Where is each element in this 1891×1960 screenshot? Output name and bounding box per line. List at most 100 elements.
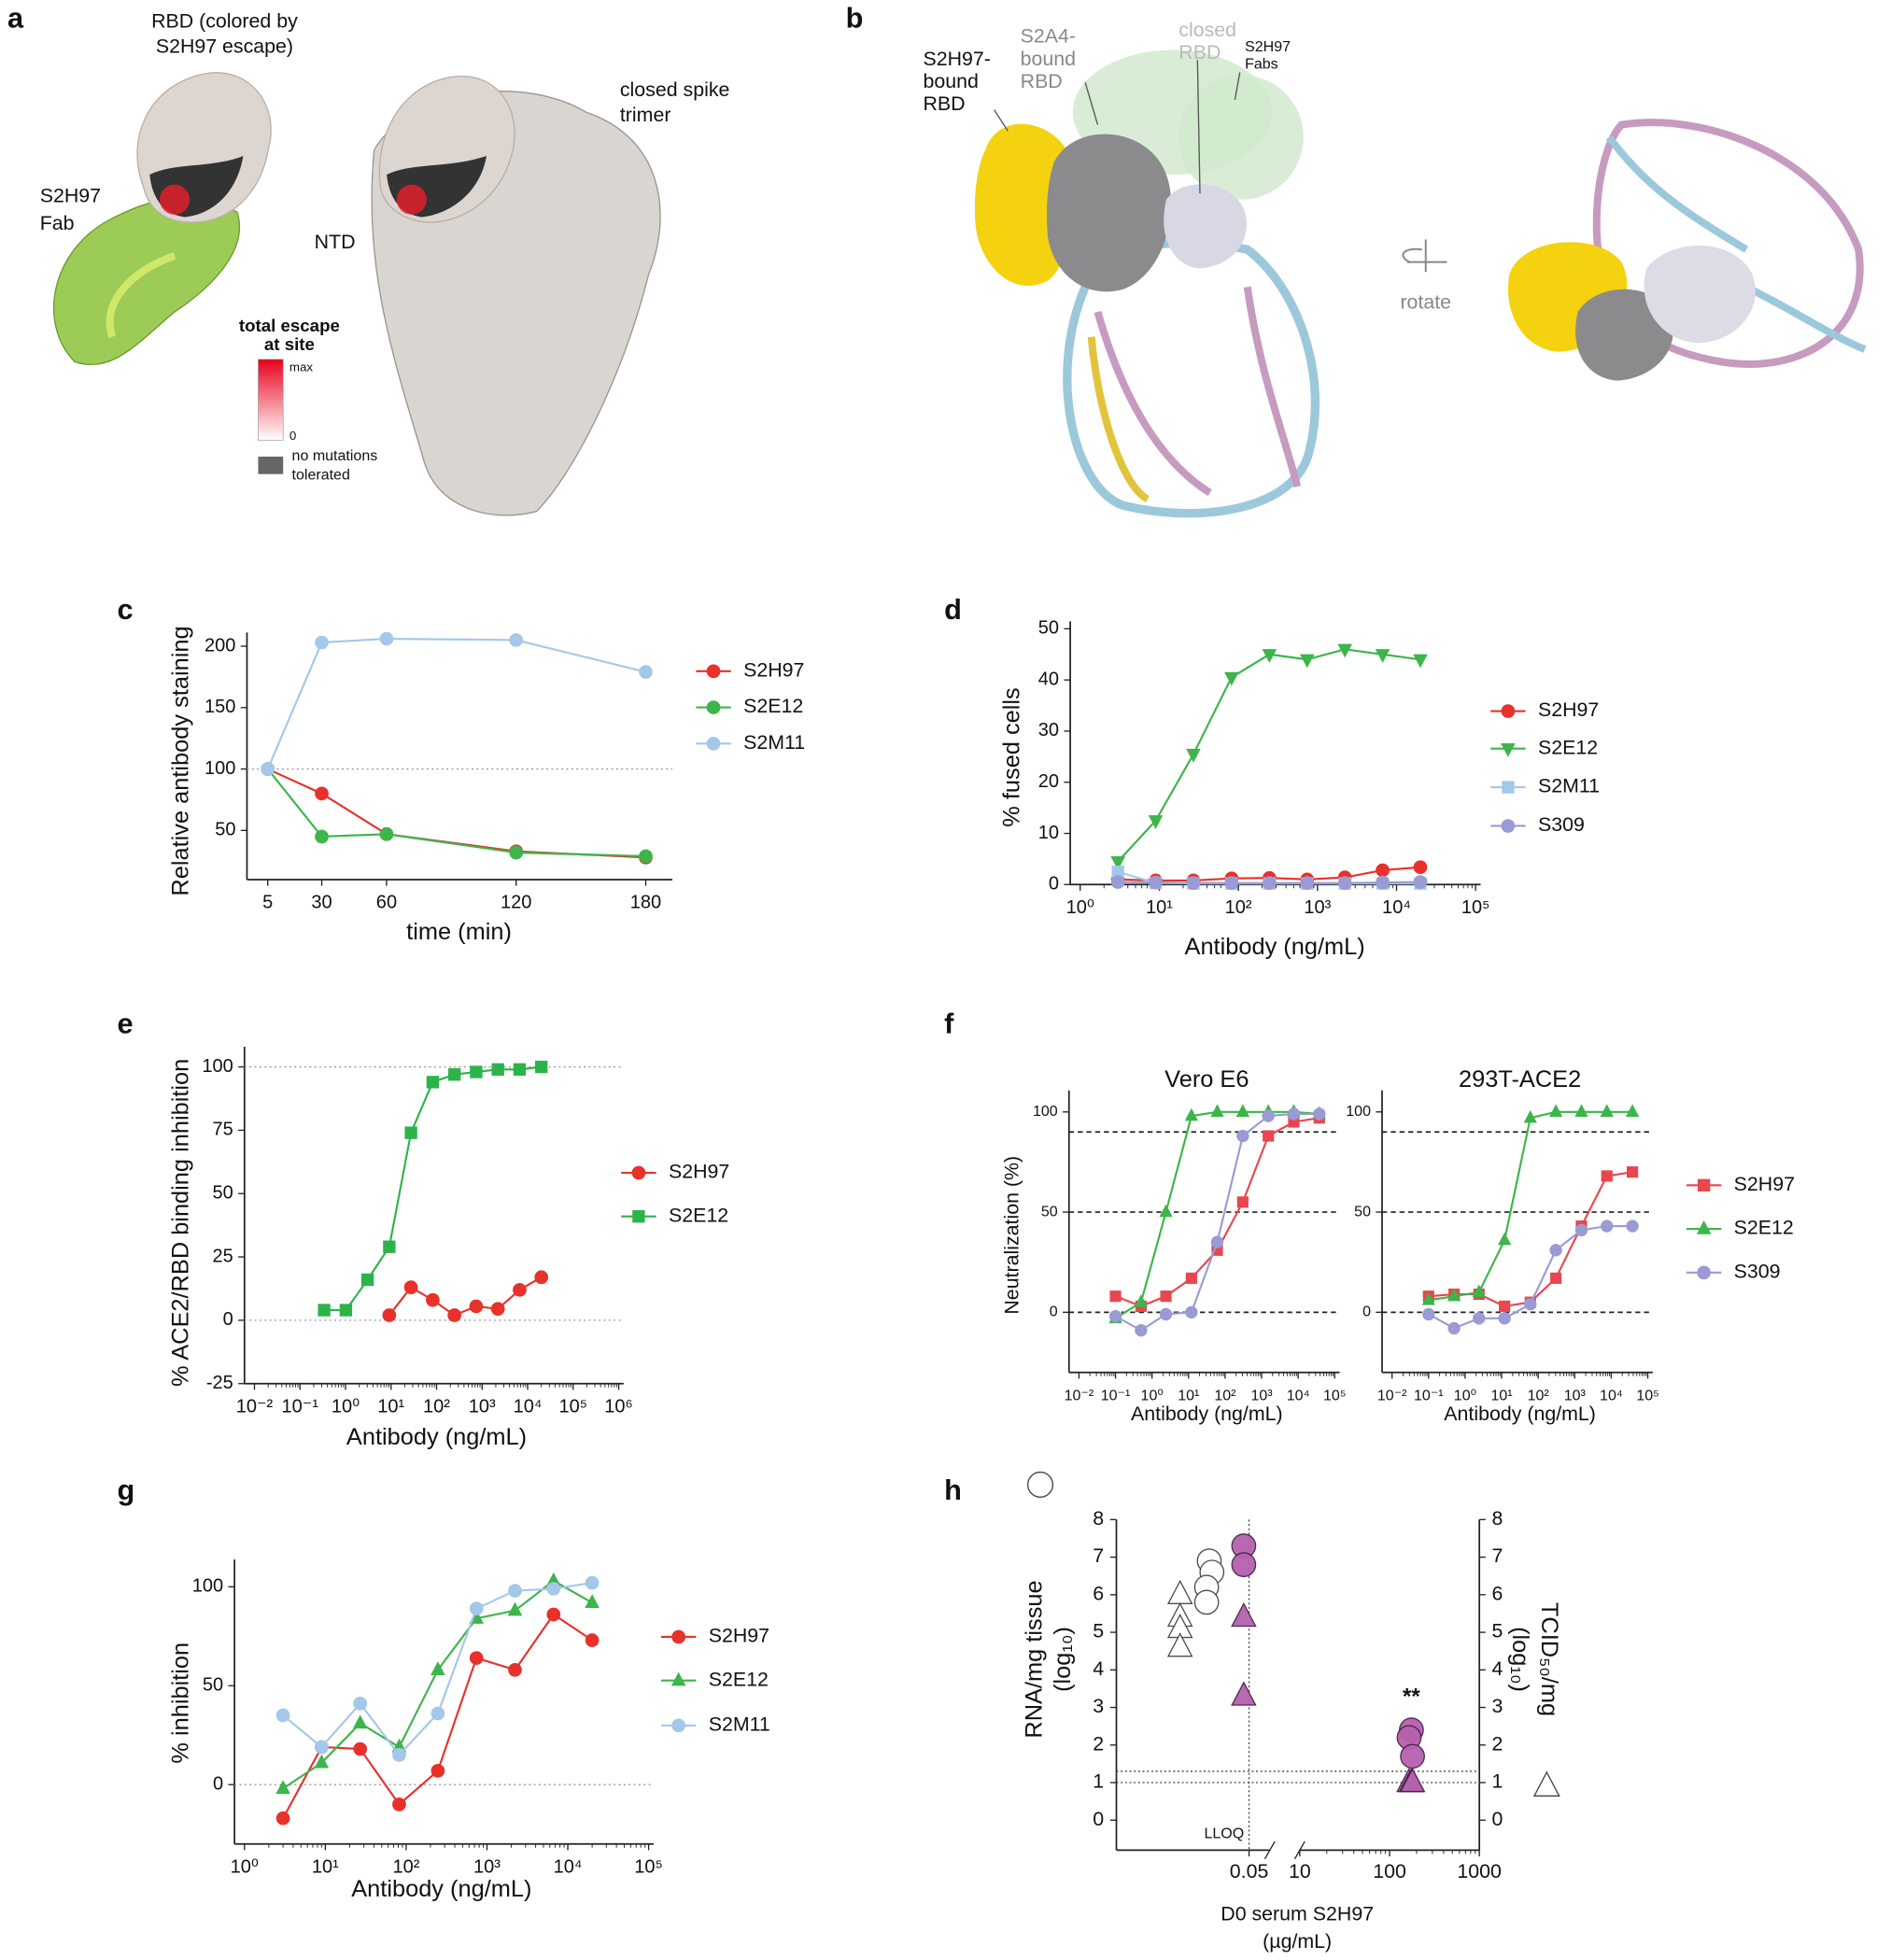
y-tick-label: 20 [1038,771,1059,792]
marker [314,1754,330,1769]
marker [1159,1307,1173,1321]
x-tick-label: 10³ [1250,1387,1273,1403]
marker [1375,649,1390,663]
marker [318,1304,331,1317]
x-axis-label: Antibody (ng/mL) [1131,1403,1283,1425]
marker [1601,1220,1614,1233]
series-line [1117,648,1421,863]
y2-tick-label: 5 [1492,1620,1503,1643]
marker [1697,1178,1711,1192]
y-tick-label: 50 [1041,1203,1058,1220]
marker [1262,649,1277,663]
marker [1400,1743,1425,1770]
marker [671,1629,685,1644]
y-tick-label: 75 [213,1120,233,1140]
legend-label: S2E12 [669,1204,728,1226]
marker [315,829,329,844]
y-tick-label: 1 [1093,1770,1104,1793]
marker [1601,1170,1613,1182]
marker [513,1282,527,1297]
x-axis-label: Antibody (ng/mL) [1185,934,1365,960]
label: rotate [1400,290,1451,313]
x-tick-label: 10⁻² [1065,1387,1094,1403]
marker [1186,748,1201,763]
marker [1110,875,1125,889]
marker [1166,1579,1193,1605]
marker [1626,1220,1639,1233]
panel-letter: c [118,593,134,626]
color-scale [258,359,284,441]
y-tick-label: 10 [1038,823,1059,843]
y2-tick-label: 3 [1492,1695,1503,1717]
marker [1574,1223,1588,1237]
marker [1574,1104,1588,1117]
y-tick-label: 0 [1093,1808,1104,1830]
label: NTD [315,231,356,253]
marker [1501,704,1516,718]
y-tick-label: 200 [205,635,235,656]
panel-letter: g [118,1474,135,1506]
marker [632,1210,645,1223]
fab-surface [1178,75,1304,200]
marker [430,1706,445,1721]
axis-break [1263,1840,1305,1860]
marker [275,1811,290,1826]
marker [1447,1288,1461,1302]
marker [706,664,721,679]
marker [1224,876,1239,890]
panel-letter: a [7,1,24,34]
y2-tick-label: 6 [1492,1582,1503,1604]
y-axis-label: Relative antibody staining [168,626,194,895]
legend-label: S2H97 [1538,698,1599,721]
marker [382,1308,397,1322]
y-tick-label: 0 [1050,1304,1058,1320]
marker [469,1299,484,1314]
x-tick-label: 30 [311,893,332,913]
y-tick-label: 8 [1093,1507,1104,1530]
marker [1110,855,1125,870]
x-tick-label: 10³ [1564,1387,1587,1403]
leader-line [994,60,1241,194]
label: closed [1178,19,1236,41]
label: S2H97 [40,185,101,207]
marker [430,1661,445,1675]
marker [1313,1107,1326,1121]
marker [1287,1107,1301,1121]
rotate-icon [1402,239,1447,273]
y-axis-label: Neutralization (%) [1000,1156,1023,1315]
label: Fabs [1245,56,1278,73]
y2-tick-label: 8 [1492,1507,1503,1530]
marker [379,826,394,841]
x-tick-label: 120 [501,893,531,913]
marker [1148,815,1164,829]
marker [426,1292,440,1307]
marker [1498,1232,1512,1246]
legend-label: S2H97 [1734,1173,1795,1195]
marker [1235,1104,1249,1117]
x2-tick-label: 10 [1289,1860,1311,1882]
x-tick-label: 10⁶ [604,1396,633,1417]
legend-symbol [1532,1770,1560,1797]
panel-letter: h [944,1474,962,1506]
marker [508,1662,522,1677]
series-line [266,638,646,769]
gray-key [258,457,284,474]
rbd-gray [1047,134,1172,292]
legend-label: S2E12 [1734,1217,1794,1239]
x-axis-label: D0 serum S2H97 [1221,1903,1374,1925]
label: S2H97- [923,48,990,70]
x-axis-label: Antibody (ng/mL) [351,1876,531,1902]
marker [509,845,524,860]
y-tick-label: 0 [1049,874,1059,895]
x2-tick-label: 100 [1373,1860,1406,1882]
x-tick-label: 180 [630,893,661,913]
marker [1149,875,1163,890]
x-tick-label: 10⁵ [558,1396,587,1417]
marker [1236,1196,1249,1208]
y-tick-label: 50 [1038,618,1059,639]
annotation: ** [1403,1684,1420,1709]
series-line [324,1065,542,1312]
rbd-light [1164,184,1247,269]
subplot-title: 293T-ACE2 [1459,1066,1581,1093]
panel-letter: d [944,593,962,626]
